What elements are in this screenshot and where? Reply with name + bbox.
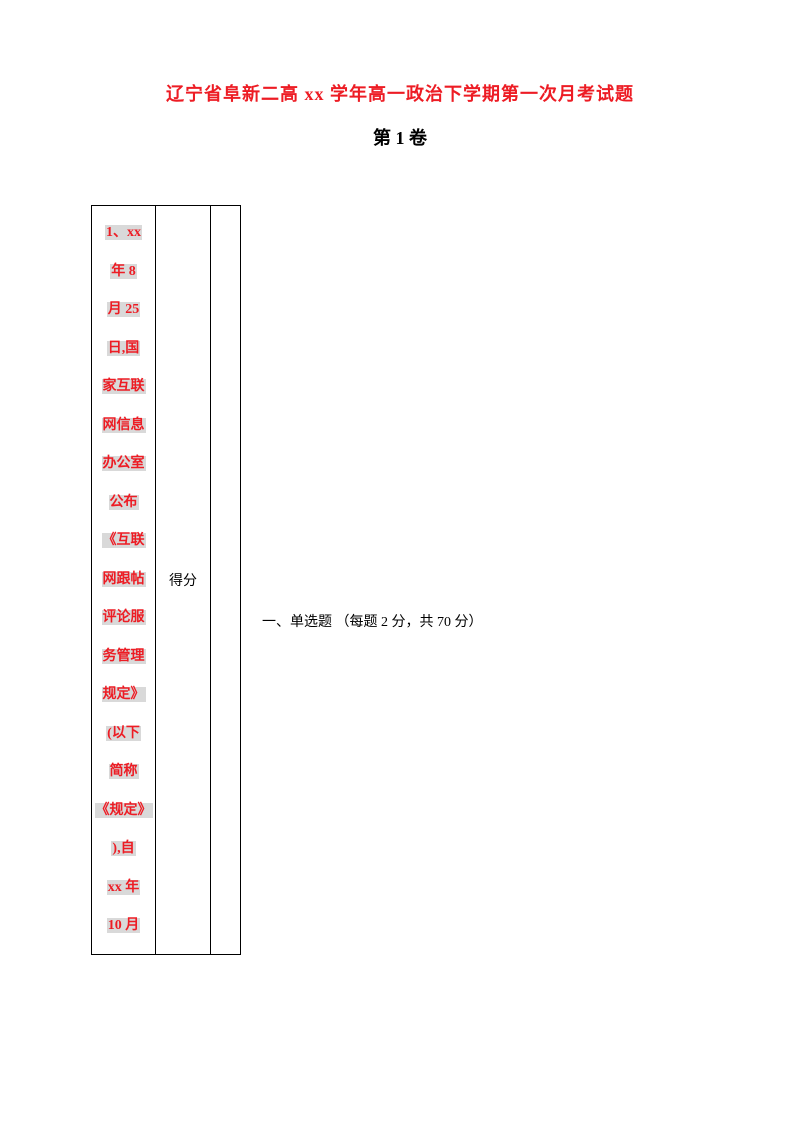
document-page: 辽宁省阜新二高 xx 学年高一政治下学期第一次月考试题 第 1 卷 1、xx 年… <box>0 0 800 995</box>
question-text-line: 简称 <box>109 764 139 779</box>
score-label-cell: 得分 <box>156 206 211 955</box>
question-text-line: xx 年 <box>107 880 141 895</box>
question-text-line: (以下 <box>106 726 141 741</box>
question-text-line: ),自 <box>111 841 135 856</box>
question-text-line: 《规定》 <box>95 803 153 818</box>
question-text-line: 务管理 <box>102 649 146 664</box>
page-title: 辽宁省阜新二高 xx 学年高一政治下学期第一次月考试题 <box>95 80 705 106</box>
question-text-line: 网跟帖 <box>102 572 146 587</box>
question-text-line: 评论服 <box>102 610 146 625</box>
table-row: 1、xx 年 8 月 25 日,国 家互联 网信息 办公室 公布 《互联 网跟帖… <box>92 206 241 955</box>
exam-layout-table: 1、xx 年 8 月 25 日,国 家互联 网信息 办公室 公布 《互联 网跟帖… <box>91 205 241 955</box>
section-heading: 一、单选题 （每题 2 分，共 70 分） <box>262 611 483 631</box>
question-text-line: 公布 <box>109 495 139 510</box>
question-cell: 1、xx 年 8 月 25 日,国 家互联 网信息 办公室 公布 《互联 网跟帖… <box>92 206 156 955</box>
question-text-line: 规定》 <box>102 687 146 702</box>
score-value-cell <box>211 206 241 955</box>
question-text-line: 年 8 <box>110 264 137 279</box>
question-text-line: 1、xx <box>105 225 142 240</box>
page-subtitle: 第 1 卷 <box>95 124 705 150</box>
question-text-line: 月 25 <box>107 302 141 317</box>
question-text-line: 10 月 <box>107 918 141 933</box>
question-text-line: 办公室 <box>102 456 146 471</box>
question-text-line: 网信息 <box>102 418 146 433</box>
question-text-line: 日,国 <box>107 341 141 356</box>
question-text-line: 《互联 <box>102 533 146 548</box>
question-text-line: 家互联 <box>102 379 146 394</box>
